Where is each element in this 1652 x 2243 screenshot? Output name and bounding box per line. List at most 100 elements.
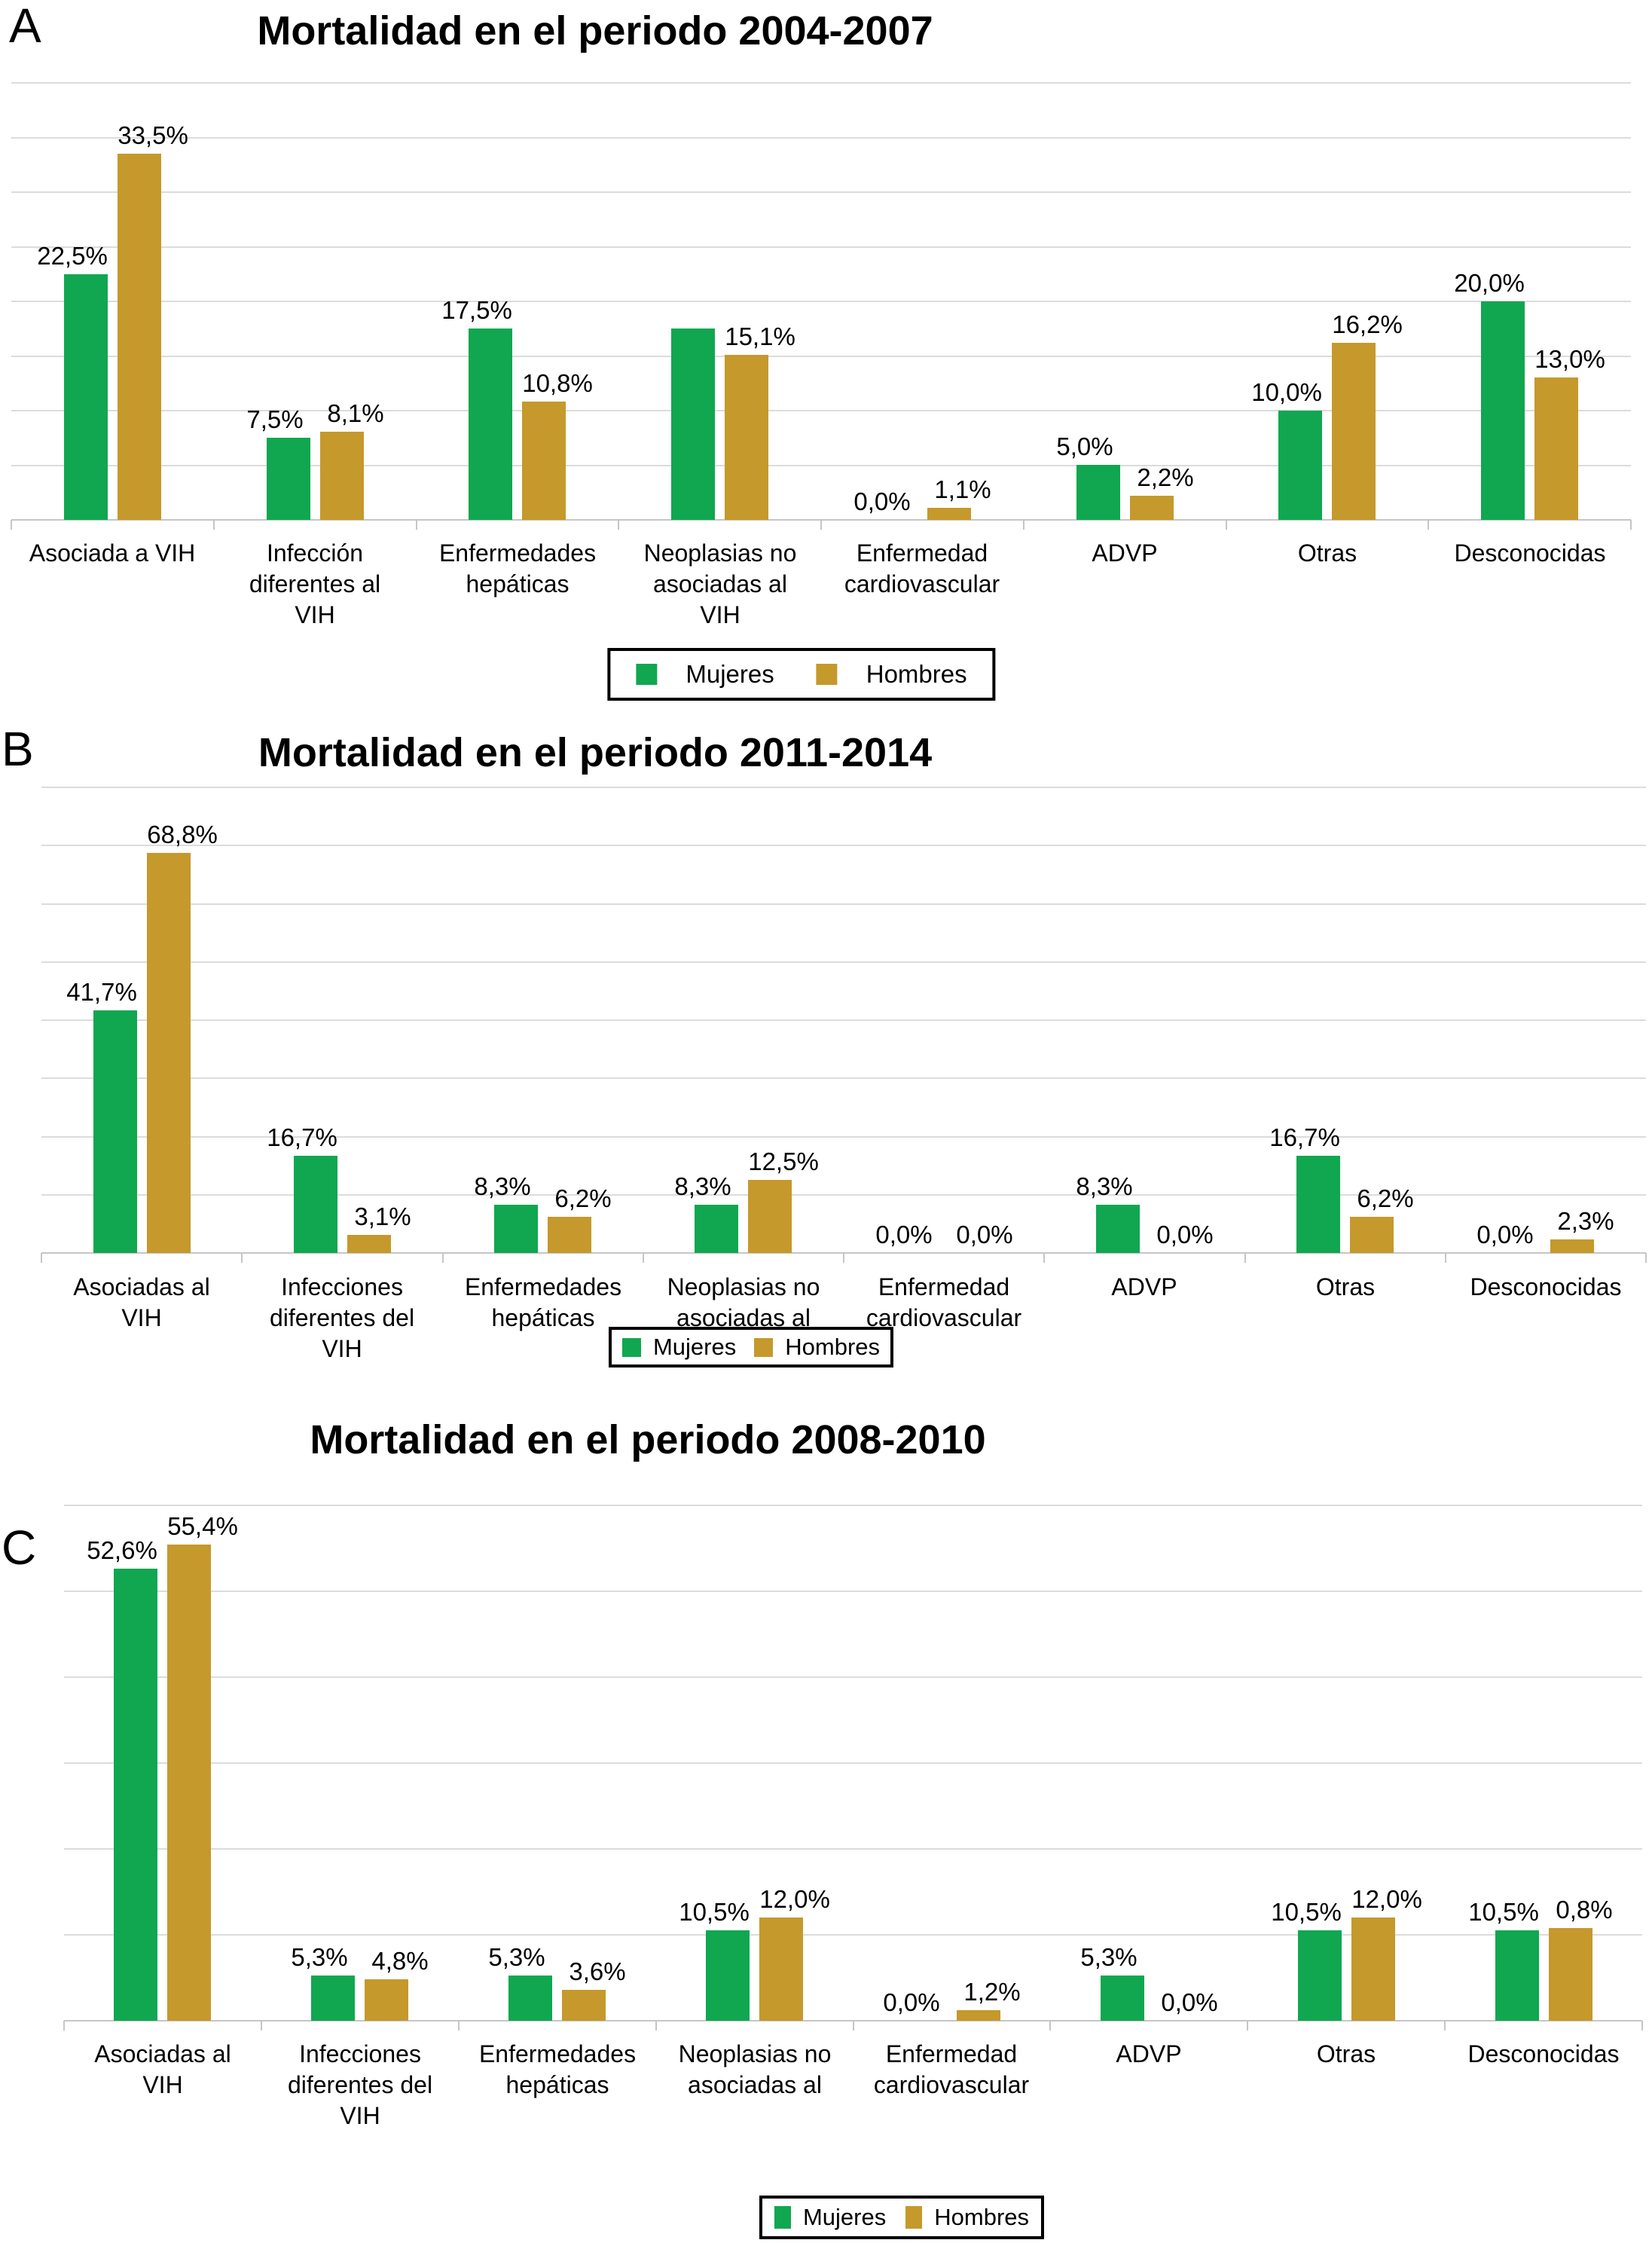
bar-value-label: 16,2% — [1332, 310, 1403, 338]
bar-hombres — [927, 508, 971, 520]
bar-mujeres — [1096, 1205, 1140, 1253]
bar-hombres — [320, 432, 364, 520]
category-label-line: Enfermedades — [464, 1273, 622, 1300]
category-label-line: cardiovascular — [866, 1304, 1022, 1331]
bar-value-label: 6,2% — [554, 1184, 612, 1212]
category-label: Desconocidas — [1417, 538, 1643, 569]
bar-value-label: 55,4% — [167, 1512, 238, 1540]
bar-value-label: 1,1% — [934, 475, 991, 503]
axis-tick — [1445, 1253, 1446, 1263]
bar-value-label: 5,3% — [1080, 1943, 1137, 1971]
bar-value-label: 4,8% — [371, 1947, 429, 1975]
bar-value-label: 22,5% — [37, 242, 108, 270]
category-label: Otras — [1233, 2039, 1459, 2070]
bar-hombres — [167, 1545, 211, 2021]
gridline — [41, 1019, 1646, 1021]
axis-tick — [442, 1253, 444, 1263]
bar-value-label: 12,0% — [1351, 1885, 1422, 1913]
gridline — [64, 1591, 1642, 1592]
bar-mujeres — [267, 438, 310, 520]
category-label-line: Enfermedades — [478, 2040, 637, 2067]
bar-value-label: 8,1% — [327, 399, 384, 427]
axis-tick — [241, 1253, 243, 1263]
bar-value-label: 16,7% — [1269, 1123, 1340, 1151]
category-label-line: Enfermedad — [856, 539, 988, 567]
bar-value-label: 3,6% — [569, 1957, 626, 1985]
legend: Mujeres Hombres — [608, 1327, 894, 1367]
category-label-line: diferentes al — [249, 570, 381, 597]
category-label: Enfermedad cardiovascular — [809, 538, 1035, 600]
bar-value-label: 12,5% — [748, 1147, 819, 1175]
gridline — [11, 191, 1631, 193]
bar-hombres — [1550, 1239, 1594, 1253]
bar-value-label: 0,0% — [853, 487, 911, 515]
chart-title-b: Mortalidad en el periodo 2011-2014 — [258, 730, 933, 775]
axis-tick — [655, 2021, 657, 2031]
gridline — [64, 1934, 1642, 1936]
gridline — [64, 1848, 1642, 1850]
category-label-line: Neoplasias no — [667, 1273, 820, 1300]
bar-value-label: 8,3% — [474, 1172, 531, 1200]
category-label: Neoplasias no asociadas al — [631, 1272, 857, 1334]
bar-hombres — [562, 1990, 606, 2021]
bar-hombres — [1351, 1918, 1395, 2021]
gridline — [41, 787, 1646, 788]
bar-value-label: 2,2% — [1137, 463, 1194, 491]
bar-value-label: 10,5% — [1271, 1898, 1342, 1926]
gridline — [64, 1505, 1642, 1506]
legend-label-hombres: Hombres — [785, 1334, 881, 1360]
axis-tick — [853, 2021, 854, 2031]
category-label: Neoplasias no asociadas al VIH — [607, 538, 833, 631]
category-label: Infecciones diferentes del VIH — [229, 1272, 455, 1364]
category-label: Asociadas al VIH — [29, 1272, 255, 1334]
axis-tick — [261, 2021, 262, 2031]
category-label-line: Asociadas al — [94, 2040, 231, 2067]
category-label-line: VIH — [340, 2102, 380, 2129]
bar-value-label: 0,0% — [883, 1988, 940, 2016]
bar-hombres — [1549, 1928, 1592, 2021]
category-label-line: Desconocidas — [1467, 2040, 1620, 2067]
gridline — [64, 1762, 1642, 1764]
gridline — [11, 355, 1631, 357]
panel-letter-b: B — [2, 722, 34, 776]
legend-label-hombres: Hombres — [934, 2204, 1030, 2230]
category-label-line: Infecciones — [299, 2040, 421, 2067]
bar-mujeres — [294, 1156, 337, 1253]
axis-tick — [1226, 520, 1227, 530]
category-label-line: VIH — [121, 1304, 162, 1331]
axis-tick — [11, 520, 12, 530]
axis-tick — [41, 1253, 42, 1263]
category-label-line: VIH — [700, 601, 740, 628]
category-label: ADVP — [1012, 538, 1238, 569]
bar-hombres — [1130, 496, 1174, 520]
gridline — [11, 301, 1631, 302]
axis-tick — [820, 520, 822, 530]
category-label-line: Neoplasias no — [643, 539, 797, 567]
bar-value-label: 16,7% — [267, 1123, 337, 1151]
bar-value-label: 41,7% — [66, 978, 137, 1006]
category-label-line: cardiovascular — [873, 2071, 1030, 2098]
bar-value-label: 10,0% — [1251, 378, 1322, 406]
category-label-line: Enfermedad — [878, 1273, 1010, 1300]
gridline — [41, 845, 1646, 847]
bar-value-label: 33,5% — [118, 121, 188, 149]
category-label: Enfermedades hepáticas — [430, 1272, 656, 1334]
axis-tick — [643, 1253, 644, 1263]
bar-mujeres — [1278, 411, 1322, 520]
legend: Mujeres Hombres — [607, 648, 996, 701]
category-label-line: Asociadas al — [73, 1273, 210, 1300]
bar-value-label: 0,0% — [1156, 1221, 1214, 1248]
category-label-line: cardiovascular — [844, 570, 1000, 597]
category-label: ADVP — [1031, 1272, 1257, 1303]
category-label: Desconocidas — [1431, 2039, 1652, 2070]
category-label-line: ADVP — [1092, 539, 1158, 567]
category-label-line: Enfermedades — [438, 539, 597, 567]
bar-mujeres — [695, 1205, 738, 1253]
axis-tick — [63, 2021, 65, 2031]
axis-tick — [1428, 520, 1429, 530]
gridline — [11, 464, 1631, 466]
legend: Mujeres Hombres — [759, 2196, 1045, 2239]
bar-mujeres — [1495, 1930, 1539, 2021]
bar-value-label: 10,5% — [679, 1898, 750, 1926]
bar-value-label: 15,1% — [725, 322, 795, 350]
